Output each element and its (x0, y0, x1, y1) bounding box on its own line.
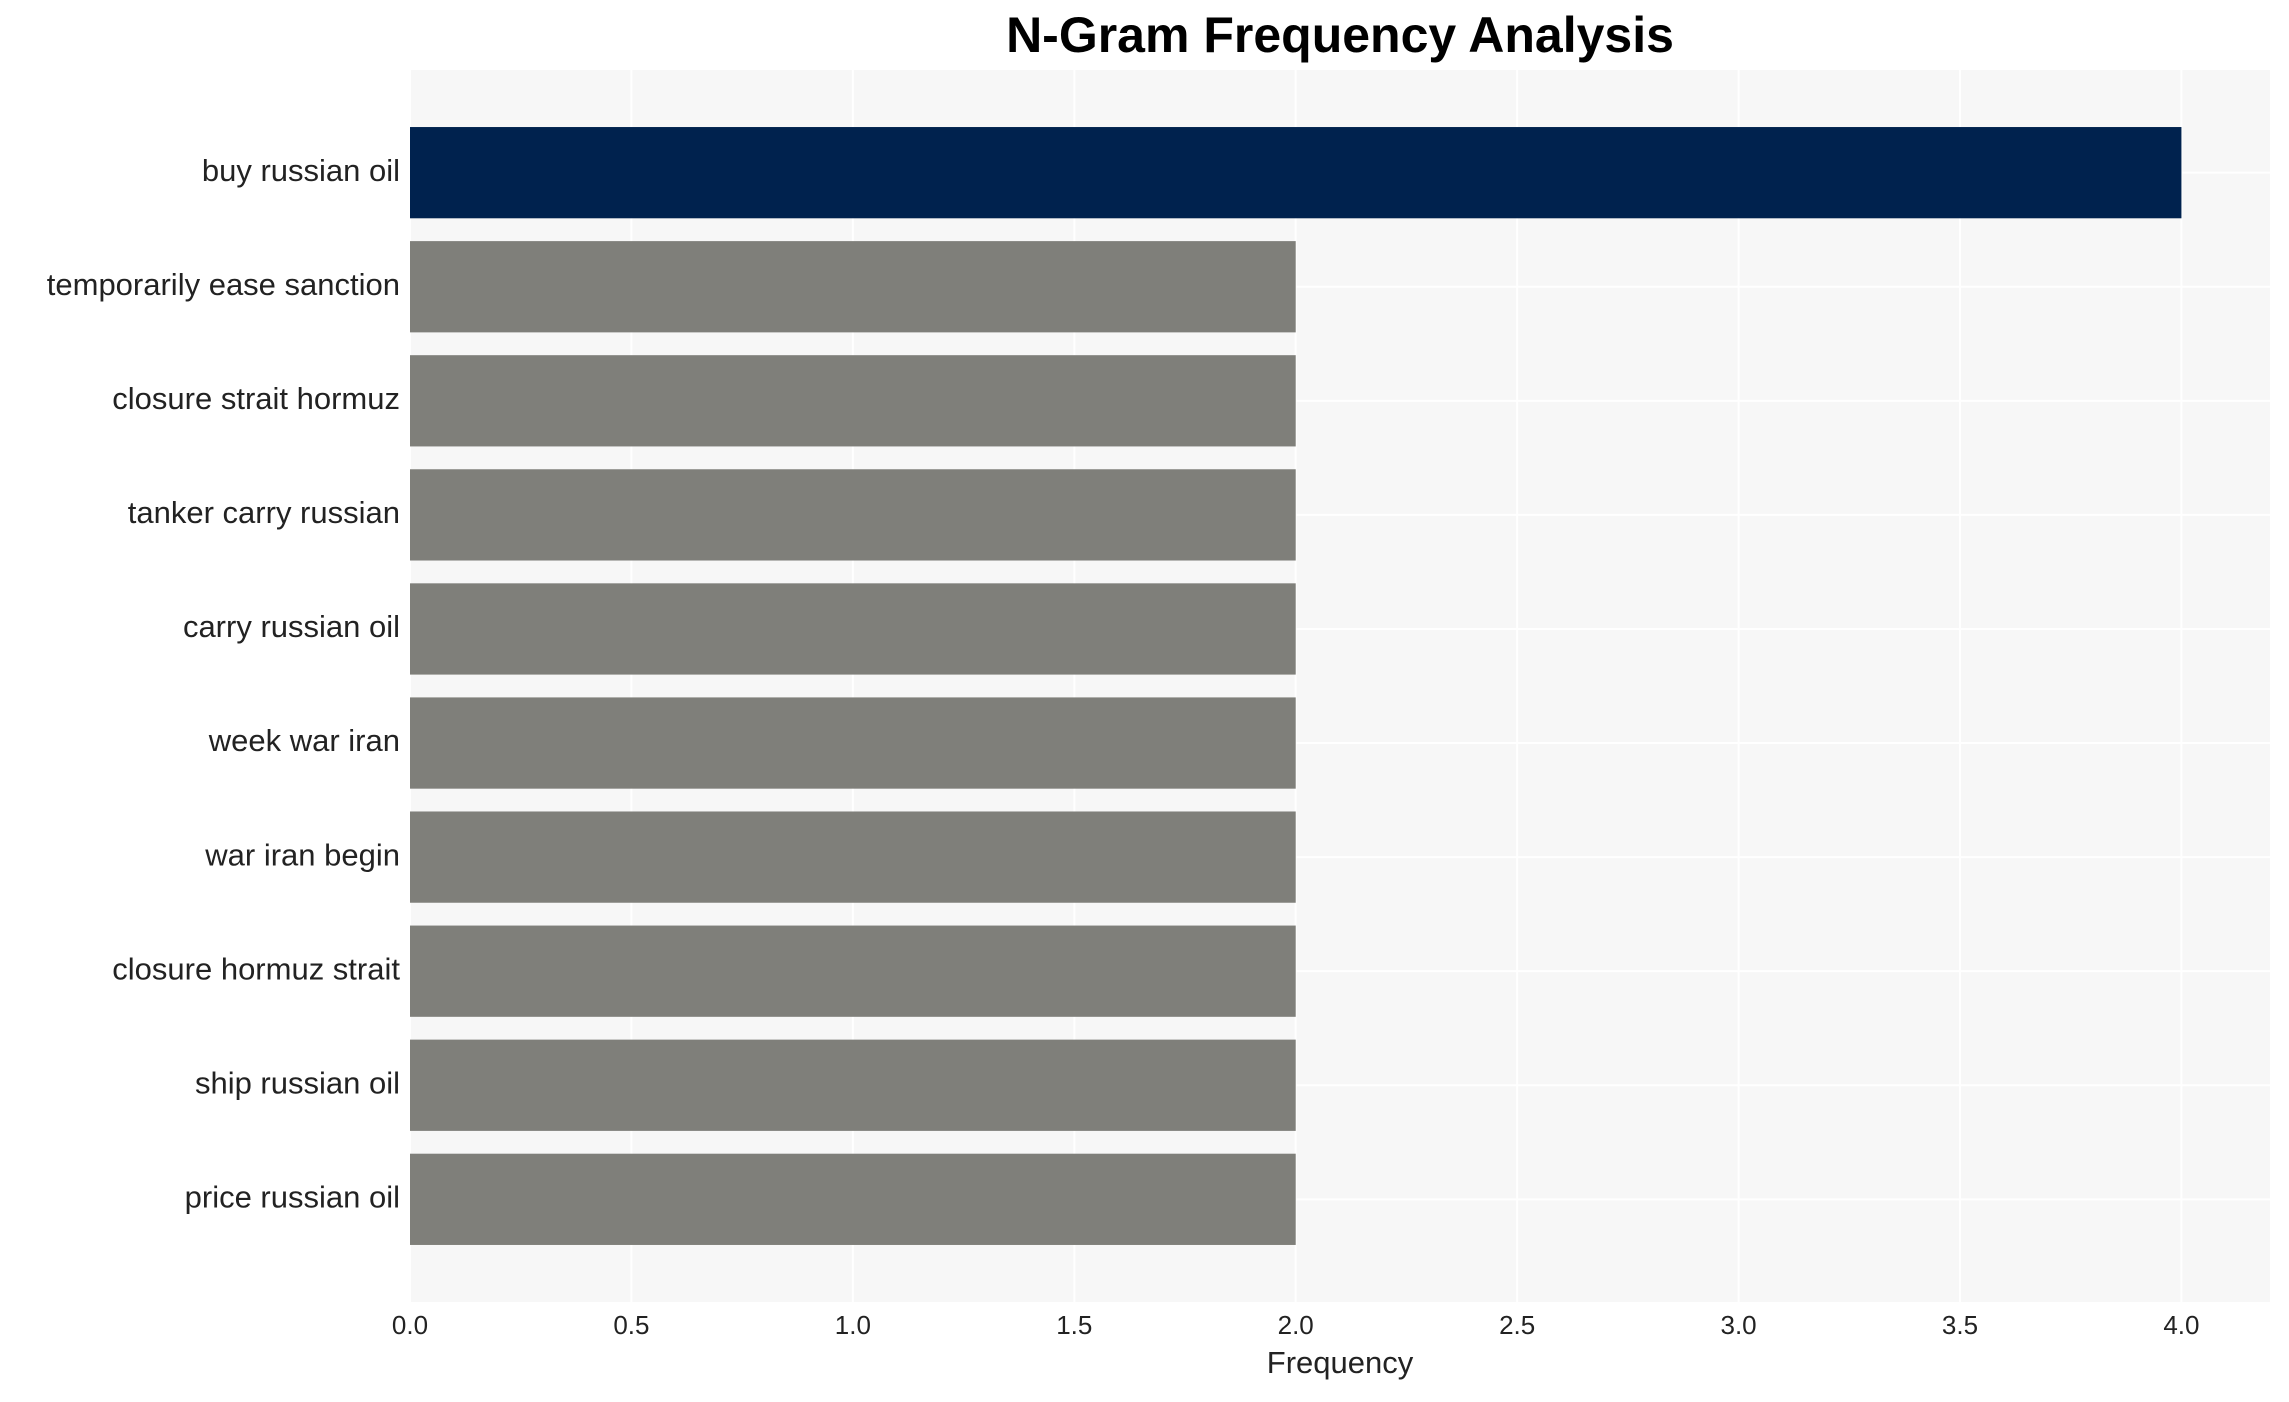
chart-title: N-Gram Frequency Analysis (1006, 7, 1674, 63)
y-tick-label: closure hormuz strait (112, 951, 400, 986)
y-tick-label: carry russian oil (183, 609, 400, 644)
y-tick-label: tanker carry russian (128, 495, 400, 530)
x-tick-label: 0.0 (392, 1310, 428, 1340)
x-tick-label: 4.0 (2163, 1310, 2199, 1340)
bar (410, 1039, 1296, 1131)
x-tick-label: 2.0 (1278, 1310, 1314, 1340)
bar (410, 925, 1296, 1017)
bar (410, 697, 1296, 789)
y-tick-label: temporarily ease sanction (47, 267, 400, 302)
y-tick-label: war iran begin (204, 837, 400, 872)
x-tick-label: 0.5 (613, 1310, 649, 1340)
bar (410, 127, 2182, 219)
x-tick-label: 3.0 (1720, 1310, 1756, 1340)
bar (410, 811, 1296, 903)
bar (410, 469, 1296, 561)
y-tick-label: buy russian oil (202, 153, 400, 188)
x-axis-label: Frequency (1267, 1345, 1414, 1380)
x-tick-label: 1.5 (1056, 1310, 1092, 1340)
y-tick-label: week war iran (208, 723, 400, 758)
y-tick-label: ship russian oil (195, 1065, 400, 1100)
x-tick-label: 3.5 (1942, 1310, 1978, 1340)
bar (410, 1153, 1296, 1245)
x-tick-label: 2.5 (1499, 1310, 1535, 1340)
bar (410, 583, 1296, 675)
bar (410, 241, 1296, 333)
bar (410, 355, 1296, 447)
y-tick-label: closure strait hormuz (112, 381, 400, 416)
y-tick-label: price russian oil (185, 1180, 400, 1215)
x-tick-label: 1.0 (835, 1310, 871, 1340)
